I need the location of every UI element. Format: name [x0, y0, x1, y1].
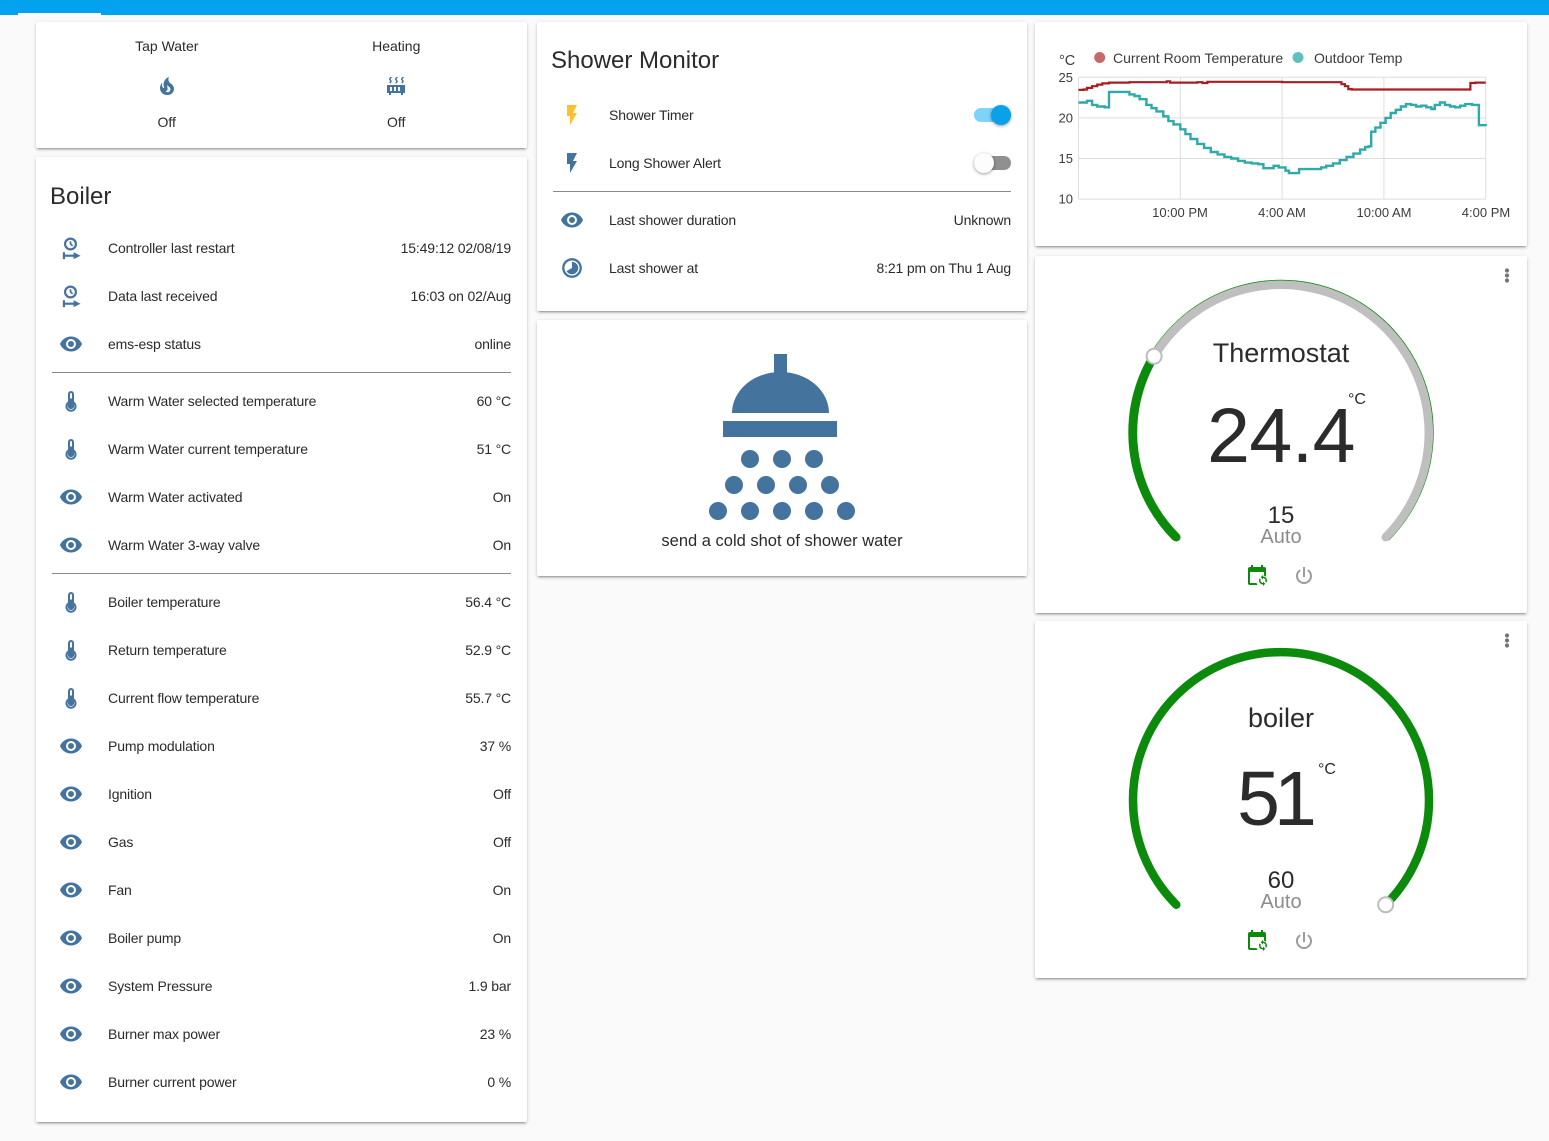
svg-text:10:00 PM: 10:00 PM [1152, 205, 1208, 220]
svg-text:Outdoor Temp: Outdoor Temp [1314, 50, 1403, 66]
svg-text:10:00 AM: 10:00 AM [1357, 205, 1412, 220]
svg-text:°C: °C [1059, 53, 1075, 69]
svg-text:Current Room Temperature: Current Room Temperature [1113, 50, 1283, 66]
svg-text:25: 25 [1059, 70, 1073, 85]
svg-text:4:00 PM: 4:00 PM [1462, 205, 1510, 220]
svg-text:15: 15 [1059, 151, 1073, 166]
svg-text:10: 10 [1059, 192, 1073, 207]
svg-text:20: 20 [1059, 110, 1073, 125]
svg-text:4:00 AM: 4:00 AM [1258, 205, 1306, 220]
